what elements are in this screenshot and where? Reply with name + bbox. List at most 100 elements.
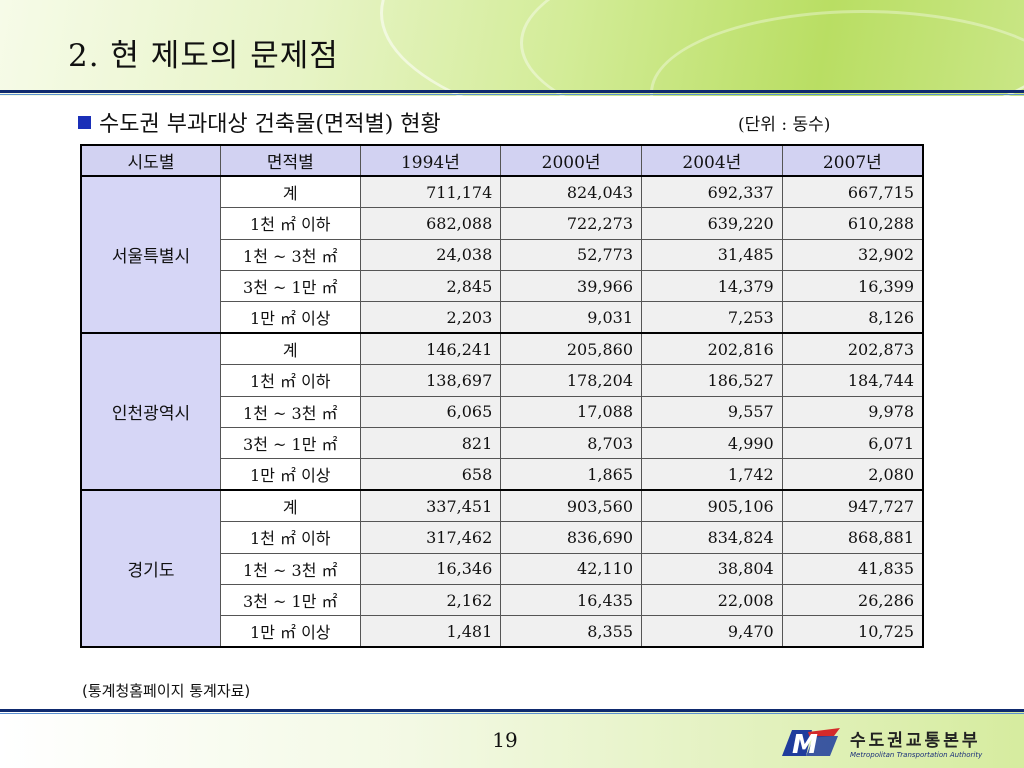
footer-background bbox=[0, 712, 1024, 768]
logo-swoosh-shape bbox=[808, 728, 840, 738]
table-row: 1천 ~ 3천 ㎡ 6,065 17,088 9,557 9,978 bbox=[81, 395, 924, 429]
region-cell: 인천광역시 bbox=[80, 332, 222, 491]
section-heading-text: 수도권 부과대상 건축물(면적별) 현황 bbox=[99, 112, 441, 137]
value-cell: 14,379 bbox=[641, 270, 783, 303]
value-cell: 8,126 bbox=[781, 301, 924, 334]
category-cell: 3천 ~ 1만 ㎡ bbox=[220, 583, 361, 617]
value-cell: 836,690 bbox=[500, 521, 642, 554]
category-cell: 1천 ~ 3천 ㎡ bbox=[220, 238, 361, 272]
value-cell: 9,470 bbox=[641, 615, 783, 648]
table-header-row: 시도별 면적별 1994년 2000년 2004년 2007년 bbox=[80, 144, 924, 177]
value-cell: 711,174 bbox=[359, 175, 502, 209]
value-cell: 337,451 bbox=[359, 489, 502, 523]
decorative-swirl bbox=[520, 0, 1024, 96]
value-cell: 16,346 bbox=[359, 552, 502, 585]
value-cell: 146,241 bbox=[359, 332, 502, 366]
value-cell: 205,860 bbox=[500, 332, 642, 366]
source-note: (통계청홈페이지 통계자료) bbox=[82, 682, 251, 700]
table-row: 1천 ~ 3천 ㎡ 24,038 52,773 31,485 32,902 bbox=[81, 238, 924, 272]
table-row: 1만 ㎡ 이상 1,481 8,355 9,470 10,725 bbox=[81, 615, 924, 648]
value-cell: 42,110 bbox=[500, 552, 642, 585]
value-cell: 722,273 bbox=[500, 207, 642, 240]
value-cell: 39,966 bbox=[500, 270, 642, 303]
table-row: 서울특별시 계 711,174 824,043 692,337 667,715 bbox=[80, 175, 924, 334]
logo-mark-letter: M bbox=[792, 730, 818, 760]
value-cell: 7,253 bbox=[641, 301, 783, 334]
value-cell: 1,742 bbox=[641, 458, 783, 491]
table-row: 3천 ~ 1만 ㎡ 821 8,703 4,990 6,071 bbox=[81, 427, 924, 460]
value-cell: 639,220 bbox=[641, 207, 783, 240]
logo-mark-shape bbox=[782, 730, 812, 756]
category-cell: 1천 ㎡ 이하 bbox=[220, 207, 361, 240]
value-cell: 868,881 bbox=[781, 521, 924, 554]
value-cell: 10,725 bbox=[781, 615, 924, 648]
table-row: 경기도 계 337,451 903,560 905,106 947,727 bbox=[80, 489, 924, 648]
table-row: 1천 ㎡ 이하 682,088 722,273 639,220 610,288 bbox=[81, 207, 924, 240]
category-cell: 계 bbox=[220, 175, 361, 209]
header-background bbox=[0, 0, 1024, 96]
value-cell: 202,873 bbox=[781, 332, 924, 366]
value-cell: 22,008 bbox=[641, 583, 783, 617]
table-row: 1천 ㎡ 이하 138,697 178,204 186,527 184,744 bbox=[81, 364, 924, 397]
value-cell: 610,288 bbox=[781, 207, 924, 240]
category-cell: 계 bbox=[220, 332, 361, 366]
category-cell: 1천 ㎡ 이하 bbox=[220, 521, 361, 554]
table-row: 1천 ㎡ 이하 317,462 836,690 834,824 868,881 bbox=[81, 521, 924, 554]
value-cell: 1,481 bbox=[359, 615, 502, 648]
value-cell: 1,865 bbox=[500, 458, 642, 491]
value-cell: 2,203 bbox=[359, 301, 502, 334]
value-cell: 178,204 bbox=[500, 364, 642, 397]
table-row: 3천 ~ 1만 ㎡ 2,162 16,435 22,008 26,286 bbox=[81, 583, 924, 617]
value-cell: 8,355 bbox=[500, 615, 642, 648]
value-cell: 947,727 bbox=[781, 489, 924, 523]
page-number: 19 bbox=[492, 728, 518, 752]
category-cell: 3천 ~ 1만 ㎡ bbox=[220, 270, 361, 303]
header-cell: 면적별 bbox=[220, 144, 361, 177]
footer-rule-thin bbox=[0, 713, 1024, 714]
value-cell: 824,043 bbox=[500, 175, 642, 209]
value-cell: 9,557 bbox=[641, 395, 783, 429]
region-cell: 경기도 bbox=[80, 489, 222, 648]
value-cell: 8,703 bbox=[500, 427, 642, 460]
value-cell: 26,286 bbox=[781, 583, 924, 617]
value-cell: 41,835 bbox=[781, 552, 924, 585]
unit-note: (단위 : 동수) bbox=[738, 115, 831, 135]
category-cell: 1천 ~ 3천 ㎡ bbox=[220, 552, 361, 585]
value-cell: 903,560 bbox=[500, 489, 642, 523]
slide-title: 2. 현 제도의 문제점 bbox=[68, 38, 339, 74]
value-cell: 16,399 bbox=[781, 270, 924, 303]
table-row: 인천광역시 계 146,241 205,860 202,816 202,873 bbox=[80, 332, 924, 491]
value-cell: 905,106 bbox=[641, 489, 783, 523]
value-cell: 38,804 bbox=[641, 552, 783, 585]
category-cell: 1천 ~ 3천 ㎡ bbox=[220, 395, 361, 429]
value-cell: 52,773 bbox=[500, 238, 642, 272]
table-row: 1만 ㎡ 이상 658 1,865 1,742 2,080 bbox=[81, 458, 924, 491]
value-cell: 2,845 bbox=[359, 270, 502, 303]
section-heading: 수도권 부과대상 건축물(면적별) 현황 bbox=[78, 106, 441, 138]
logo-org-name: 수도권교통본부 bbox=[850, 731, 981, 751]
value-cell: 17,088 bbox=[500, 395, 642, 429]
category-cell: 1만 ㎡ 이상 bbox=[220, 301, 361, 334]
value-cell: 24,038 bbox=[359, 238, 502, 272]
value-cell: 138,697 bbox=[359, 364, 502, 397]
value-cell: 202,816 bbox=[641, 332, 783, 366]
table-row: 1천 ~ 3천 ㎡ 16,346 42,110 38,804 41,835 bbox=[81, 552, 924, 585]
footer-rule bbox=[0, 709, 1024, 712]
header-cell: 2004년 bbox=[641, 144, 783, 177]
square-bullet-icon bbox=[78, 116, 91, 129]
value-cell: 31,485 bbox=[641, 238, 783, 272]
logo-mark-shape bbox=[806, 736, 838, 756]
value-cell: 821 bbox=[359, 427, 502, 460]
value-cell: 184,744 bbox=[781, 364, 924, 397]
table-row: 1만 ㎡ 이상 2,203 9,031 7,253 8,126 bbox=[81, 301, 924, 334]
header-cell: 2000년 bbox=[500, 144, 642, 177]
value-cell: 16,435 bbox=[500, 583, 642, 617]
header-rule bbox=[0, 90, 1024, 93]
value-cell: 682,088 bbox=[359, 207, 502, 240]
logo-org-subtitle: Metropolitan Transportation Authority bbox=[850, 751, 983, 759]
value-cell: 692,337 bbox=[641, 175, 783, 209]
value-cell: 6,071 bbox=[781, 427, 924, 460]
value-cell: 9,031 bbox=[500, 301, 642, 334]
category-cell: 1천 ㎡ 이하 bbox=[220, 364, 361, 397]
value-cell: 834,824 bbox=[641, 521, 783, 554]
